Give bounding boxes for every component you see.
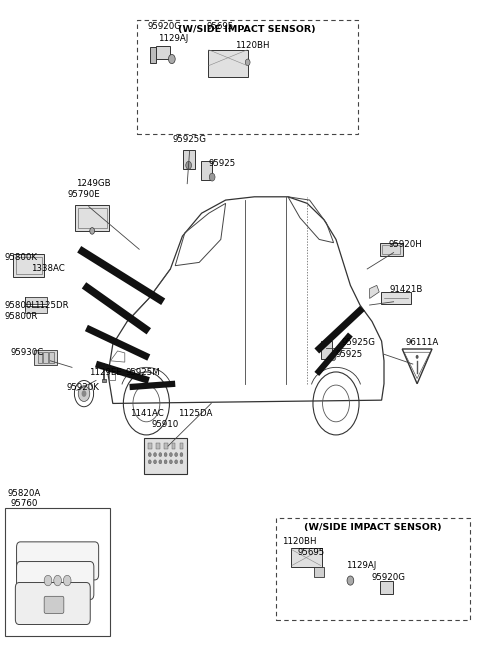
Bar <box>37 352 42 363</box>
Text: 95920G: 95920G <box>372 573 406 582</box>
Circle shape <box>330 353 336 361</box>
Bar <box>25 306 47 313</box>
Text: (W/SIDE IMPACT SENSOR): (W/SIDE IMPACT SENSOR) <box>304 523 442 533</box>
Text: (W/SIDE IMPACT SENSOR): (W/SIDE IMPACT SENSOR) <box>179 25 316 34</box>
Circle shape <box>245 59 250 66</box>
Text: 95920G: 95920G <box>147 22 181 31</box>
Polygon shape <box>370 285 379 298</box>
Bar <box>382 245 400 253</box>
Text: 95925G: 95925G <box>342 338 376 347</box>
Circle shape <box>186 161 192 169</box>
Text: 95695: 95695 <box>298 548 325 557</box>
Text: 95820A: 95820A <box>7 489 40 498</box>
Circle shape <box>154 453 156 457</box>
Bar <box>75 205 109 231</box>
Text: 95790E: 95790E <box>67 190 100 199</box>
Bar <box>43 352 48 363</box>
Bar <box>381 292 411 304</box>
Bar <box>207 50 249 77</box>
Bar <box>380 581 393 594</box>
Text: 1129AJ: 1129AJ <box>158 33 189 43</box>
Text: 1141AC: 1141AC <box>130 409 163 418</box>
Text: 95925G: 95925G <box>173 134 207 144</box>
Bar <box>49 352 53 363</box>
Text: 1120BH: 1120BH <box>282 537 317 546</box>
Text: 95925M: 95925M <box>126 368 160 377</box>
FancyBboxPatch shape <box>15 583 90 625</box>
Text: 1120BH: 1120BH <box>235 41 270 51</box>
Bar <box>34 350 57 365</box>
Bar <box>380 243 403 256</box>
Circle shape <box>44 575 52 586</box>
Text: 95920K: 95920K <box>66 382 99 392</box>
Text: 1129EE: 1129EE <box>89 368 121 377</box>
FancyBboxPatch shape <box>17 562 94 600</box>
Text: 95925: 95925 <box>209 159 236 169</box>
Circle shape <box>175 460 178 464</box>
Text: 1125DA: 1125DA <box>178 409 212 418</box>
FancyBboxPatch shape <box>44 596 64 613</box>
Circle shape <box>175 453 178 457</box>
Text: 95695: 95695 <box>206 22 234 31</box>
Circle shape <box>154 460 156 464</box>
Bar <box>78 208 107 228</box>
Text: 95800K: 95800K <box>5 253 38 262</box>
Bar <box>321 341 332 359</box>
Circle shape <box>180 453 183 457</box>
Text: 91421B: 91421B <box>390 285 423 295</box>
Circle shape <box>164 453 167 457</box>
Bar <box>314 567 324 577</box>
Circle shape <box>82 390 86 397</box>
Circle shape <box>159 453 162 457</box>
Bar <box>201 161 212 180</box>
Bar <box>150 47 156 63</box>
Text: 95760: 95760 <box>11 499 38 508</box>
Bar <box>13 254 45 277</box>
Text: 1125DR: 1125DR <box>34 300 68 310</box>
Bar <box>102 379 106 382</box>
Circle shape <box>347 576 354 585</box>
Text: 1338AC: 1338AC <box>31 264 65 274</box>
Bar <box>156 443 159 449</box>
Circle shape <box>168 54 175 64</box>
Bar <box>156 46 170 59</box>
Bar <box>172 443 176 449</box>
Bar <box>144 438 187 474</box>
Circle shape <box>159 460 162 464</box>
Circle shape <box>148 460 151 464</box>
Text: 95930C: 95930C <box>11 348 44 358</box>
Bar <box>15 257 42 274</box>
Circle shape <box>90 228 95 234</box>
Bar <box>137 20 358 134</box>
Circle shape <box>54 575 61 586</box>
Bar <box>291 548 322 567</box>
FancyBboxPatch shape <box>16 542 99 580</box>
Circle shape <box>209 173 215 181</box>
Circle shape <box>169 460 172 464</box>
Bar <box>5 508 110 636</box>
Circle shape <box>169 453 172 457</box>
Circle shape <box>180 460 183 464</box>
Text: 95800L: 95800L <box>5 300 37 310</box>
Bar <box>182 150 195 169</box>
Text: 1249GB: 1249GB <box>76 179 110 188</box>
Text: 95910: 95910 <box>151 420 179 429</box>
Bar <box>276 518 470 620</box>
Bar <box>25 297 47 304</box>
Circle shape <box>63 575 71 586</box>
Bar <box>148 443 152 449</box>
Bar <box>164 443 168 449</box>
Circle shape <box>416 355 419 359</box>
Text: 95920H: 95920H <box>389 239 422 249</box>
Circle shape <box>148 453 151 457</box>
Circle shape <box>78 386 90 401</box>
Text: 96111A: 96111A <box>405 338 438 347</box>
Circle shape <box>164 460 167 464</box>
Text: 95925: 95925 <box>336 350 363 359</box>
Text: 1129AJ: 1129AJ <box>346 561 376 570</box>
Text: 95800R: 95800R <box>5 312 38 321</box>
Bar <box>180 443 183 449</box>
